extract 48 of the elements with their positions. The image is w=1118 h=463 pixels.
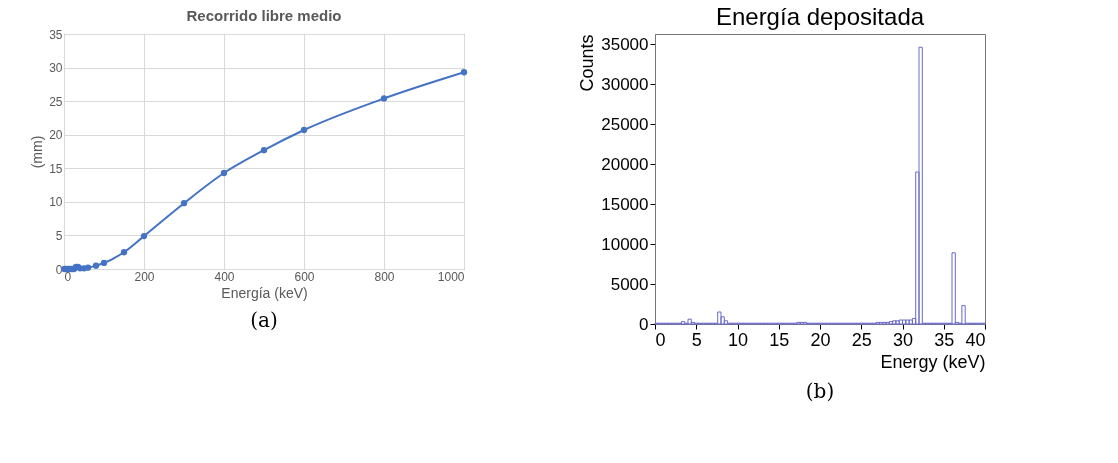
y-tick-label: 20 — [49, 128, 63, 143]
y-tick-label: 30 — [49, 61, 63, 76]
chart-title: Energía depositada — [715, 3, 925, 30]
y-axis-title: (mm) — [29, 135, 46, 169]
x-tick-label: 15 — [769, 329, 790, 350]
point — [260, 147, 268, 154]
y-axis-title: Counts — [577, 34, 598, 92]
point — [100, 259, 108, 267]
point — [120, 249, 128, 256]
text: (b) — [805, 379, 835, 403]
x-tick-label: 20 — [810, 329, 831, 350]
y-tick-label: 20000 — [601, 154, 649, 174]
text: (a) — [250, 308, 278, 332]
x-axis-title: Energy (keV) — [880, 351, 986, 372]
y-tick-label: 0 — [639, 314, 649, 334]
chart-title: Recorrido libre medio — [186, 7, 342, 24]
y-tick-label: 30000 — [601, 74, 649, 94]
y-tick-label: 25000 — [601, 114, 649, 134]
x-tick-label: 5 — [691, 329, 702, 350]
y-tick-label: 15000 — [601, 194, 649, 214]
x-tick-label: 400 — [214, 269, 235, 284]
point — [380, 95, 388, 102]
y-tick-label: 35000 — [601, 34, 649, 54]
x-tick-label: 200 — [134, 269, 155, 284]
x-axis-title: Energía (keV) — [221, 284, 308, 301]
y-tick-label: 35 — [49, 27, 63, 42]
point — [140, 232, 148, 240]
point — [460, 69, 468, 76]
x-tick-label: 800 — [374, 269, 395, 284]
point — [92, 262, 100, 269]
point — [220, 169, 228, 177]
x-tick-label: 30 — [892, 329, 914, 350]
y-tick-label: 25 — [49, 94, 63, 109]
x-tick-label: 25 — [851, 329, 872, 350]
x-tick-label: 0 — [655, 329, 666, 350]
point — [180, 200, 188, 207]
y-tick-label: 15 — [49, 161, 63, 176]
y-tick-label: 10000 — [601, 234, 649, 254]
y-tick-label: 5 — [55, 228, 63, 243]
y-tick-label: 5000 — [610, 274, 649, 294]
x-tick-label: 1000 — [437, 269, 465, 284]
x-tick-label: 40 — [965, 329, 986, 350]
point — [300, 126, 308, 134]
point — [84, 264, 92, 271]
x-tick-label: 10 — [727, 329, 749, 350]
y-tick-label: 10 — [49, 195, 63, 210]
x-tick-label: 35 — [934, 329, 955, 350]
x-tick-label: 600 — [294, 269, 315, 284]
